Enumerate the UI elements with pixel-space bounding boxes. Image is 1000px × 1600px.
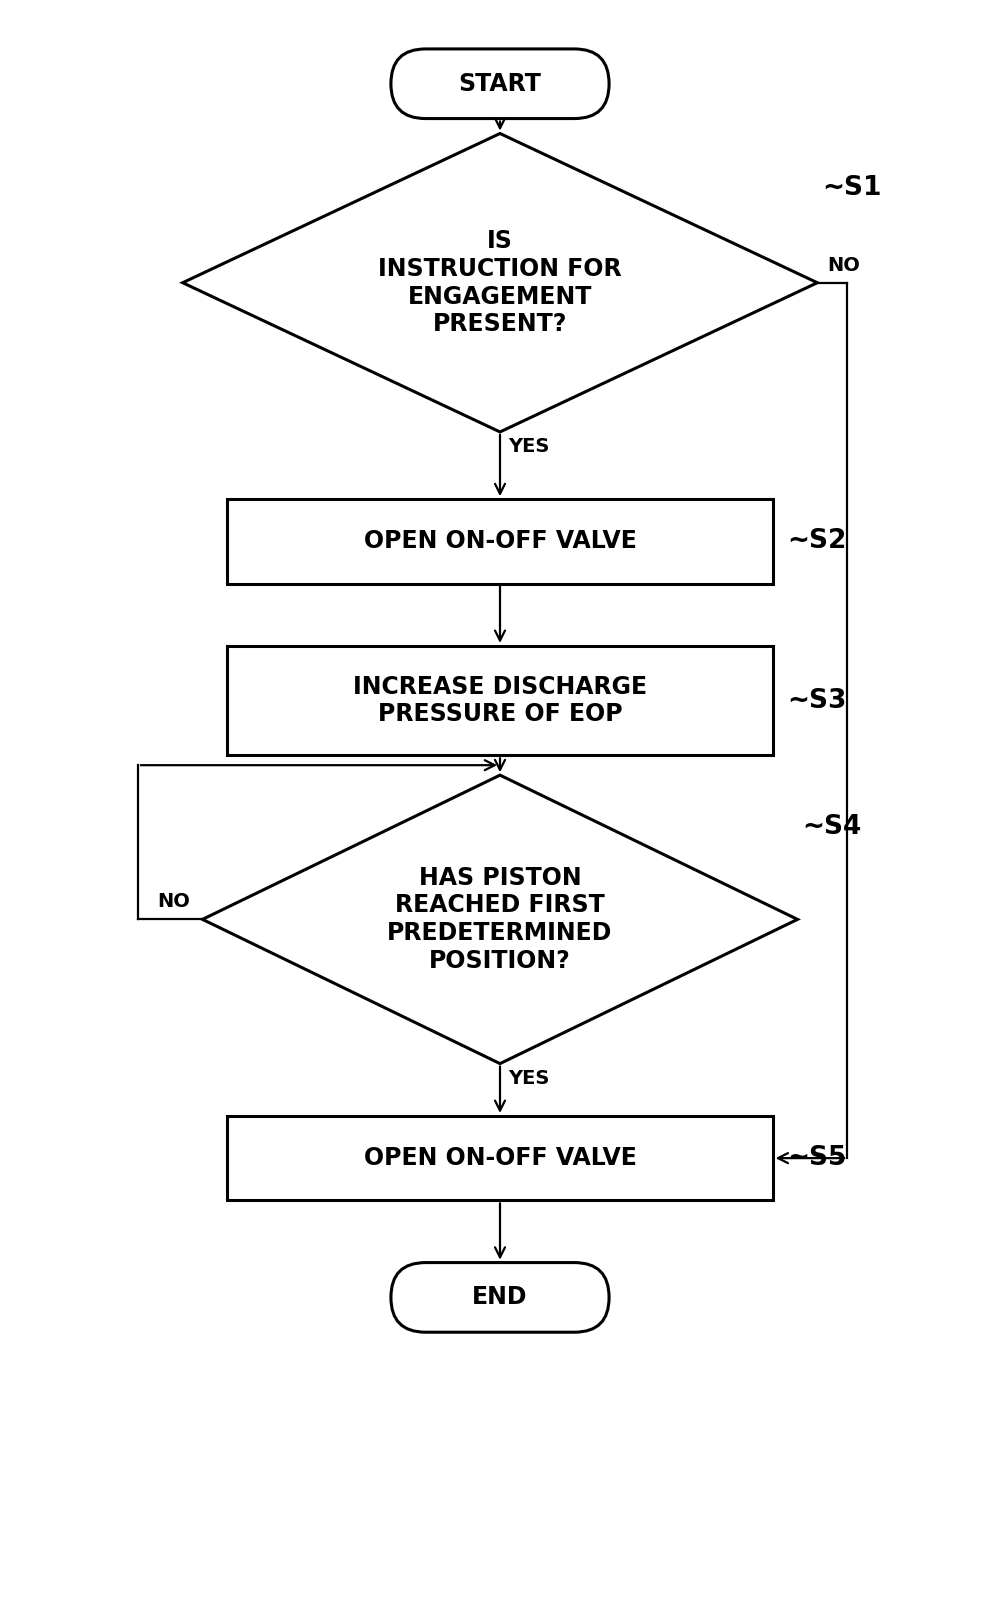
Text: ~S1: ~S1 bbox=[822, 174, 882, 200]
Polygon shape bbox=[203, 774, 798, 1064]
Text: END: END bbox=[472, 1285, 528, 1309]
FancyBboxPatch shape bbox=[391, 50, 609, 118]
Text: START: START bbox=[459, 72, 541, 96]
Text: ~S5: ~S5 bbox=[788, 1146, 847, 1171]
Text: OPEN ON-OFF VALVE: OPEN ON-OFF VALVE bbox=[364, 1146, 636, 1170]
Bar bbox=[227, 1115, 773, 1200]
FancyBboxPatch shape bbox=[391, 1262, 609, 1333]
Bar bbox=[227, 499, 773, 584]
Text: HAS PISTON
REACHED FIRST
PREDETERMINED
POSITION?: HAS PISTON REACHED FIRST PREDETERMINED P… bbox=[387, 866, 613, 973]
Text: YES: YES bbox=[508, 1069, 549, 1088]
Text: NO: NO bbox=[827, 256, 860, 275]
Text: IS
INSTRUCTION FOR
ENGAGEMENT
PRESENT?: IS INSTRUCTION FOR ENGAGEMENT PRESENT? bbox=[378, 229, 622, 336]
Text: ~S3: ~S3 bbox=[788, 688, 847, 714]
Text: NO: NO bbox=[158, 893, 191, 912]
Text: ~S2: ~S2 bbox=[788, 528, 847, 554]
Polygon shape bbox=[183, 133, 817, 432]
Bar bbox=[227, 646, 773, 755]
Text: YES: YES bbox=[508, 437, 549, 456]
Text: OPEN ON-OFF VALVE: OPEN ON-OFF VALVE bbox=[364, 530, 636, 554]
Text: INCREASE DISCHARGE
PRESSURE OF EOP: INCREASE DISCHARGE PRESSURE OF EOP bbox=[353, 675, 647, 726]
Text: ~S4: ~S4 bbox=[802, 814, 862, 840]
